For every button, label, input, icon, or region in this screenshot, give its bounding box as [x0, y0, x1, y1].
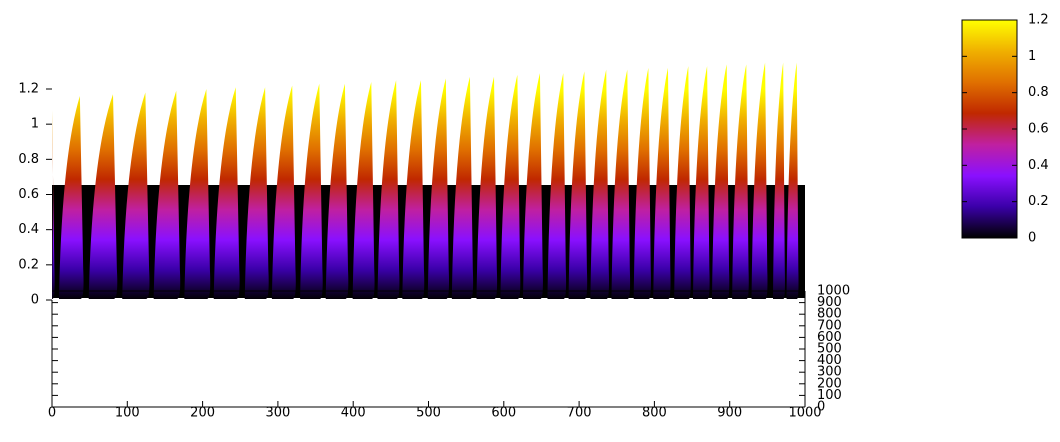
- surface-peak: [772, 62, 785, 299]
- z-tick-label: 1.2: [18, 82, 39, 97]
- surface-peak: [692, 66, 710, 300]
- surface-peak: [590, 69, 610, 300]
- z-tick-label: 0.6: [18, 187, 39, 202]
- x-tick-label: 400: [341, 406, 366, 421]
- y-tick-label: 600: [817, 330, 842, 345]
- x-tick-label: 900: [717, 406, 742, 421]
- surface-peak: [476, 76, 498, 299]
- surface-peak: [122, 92, 150, 300]
- colorbar: [961, 19, 1018, 239]
- surface-peak: [244, 87, 269, 299]
- x-tick-label: 0: [48, 406, 56, 421]
- y-tick-label: 900: [817, 295, 842, 310]
- x-tick-label: 300: [265, 406, 290, 421]
- y-tick-label: 500: [817, 342, 842, 357]
- x-tick-label: 500: [416, 406, 441, 421]
- surface-peak: [451, 76, 474, 299]
- y-tick-label: 1000: [817, 284, 850, 299]
- colorbar-tick-label: 0.2: [1028, 194, 1049, 209]
- z-tick-label: 0.8: [18, 152, 39, 167]
- surface-peak: [402, 80, 425, 299]
- surface-peak: [568, 71, 588, 300]
- surface-peak: [523, 73, 543, 299]
- surface-peak: [674, 66, 691, 300]
- colorbar-tick-label: 0.6: [1028, 122, 1049, 137]
- surface-peak: [547, 73, 567, 299]
- x-tick-label: 700: [567, 406, 592, 421]
- surface-peak: [653, 67, 671, 300]
- colorbar-tick-label: 0: [1028, 231, 1036, 246]
- surface-peak: [58, 96, 84, 300]
- surface-peak: [732, 64, 749, 299]
- surface-peak: [427, 78, 450, 299]
- x-tick-label: 600: [491, 406, 516, 421]
- surface-peak: [88, 94, 118, 300]
- colorbar-tick-label: 1: [1028, 49, 1036, 64]
- colorbar-tick-label: 0.8: [1028, 85, 1049, 100]
- y-tick-label: 700: [817, 318, 842, 333]
- surface-peak: [213, 87, 240, 299]
- y-tick-label: 100: [817, 388, 842, 403]
- surface-peak: [352, 81, 375, 299]
- surface-peak: [500, 74, 521, 299]
- z-tick-label: 0.4: [18, 222, 39, 237]
- surface-peak: [271, 85, 296, 299]
- surface-peak: [184, 89, 211, 299]
- surface-peak: [325, 83, 349, 299]
- x-tick-label: 100: [115, 406, 140, 421]
- z-tick-label: 0: [31, 293, 39, 308]
- surface-peak: [300, 83, 323, 299]
- y-tick-label: 400: [817, 353, 842, 368]
- colorbar-tick-label: 0.4: [1028, 158, 1049, 173]
- y-tick-label: 800: [817, 307, 842, 322]
- surface-peak: [611, 69, 631, 300]
- z-tick-label: 1: [31, 117, 39, 132]
- surface-peak: [712, 64, 730, 299]
- surface-peak: [786, 62, 799, 299]
- y-tick-label: 300: [817, 365, 842, 380]
- y-tick-label: 0: [817, 400, 825, 415]
- colorbar-tick-label: 1.2: [1028, 13, 1049, 28]
- x-tick-label: 1000: [788, 406, 821, 421]
- surface-peak: [751, 62, 768, 299]
- surface-peak: [153, 90, 181, 299]
- x-tick-label: 200: [190, 406, 215, 421]
- z-tick-label: 0.2: [18, 257, 39, 272]
- surface-peak: [377, 80, 400, 299]
- x-tick-label: 800: [642, 406, 667, 421]
- surface-peak: [52, 110, 55, 299]
- y-tick-label: 200: [817, 376, 842, 391]
- surface-peak: [633, 67, 651, 300]
